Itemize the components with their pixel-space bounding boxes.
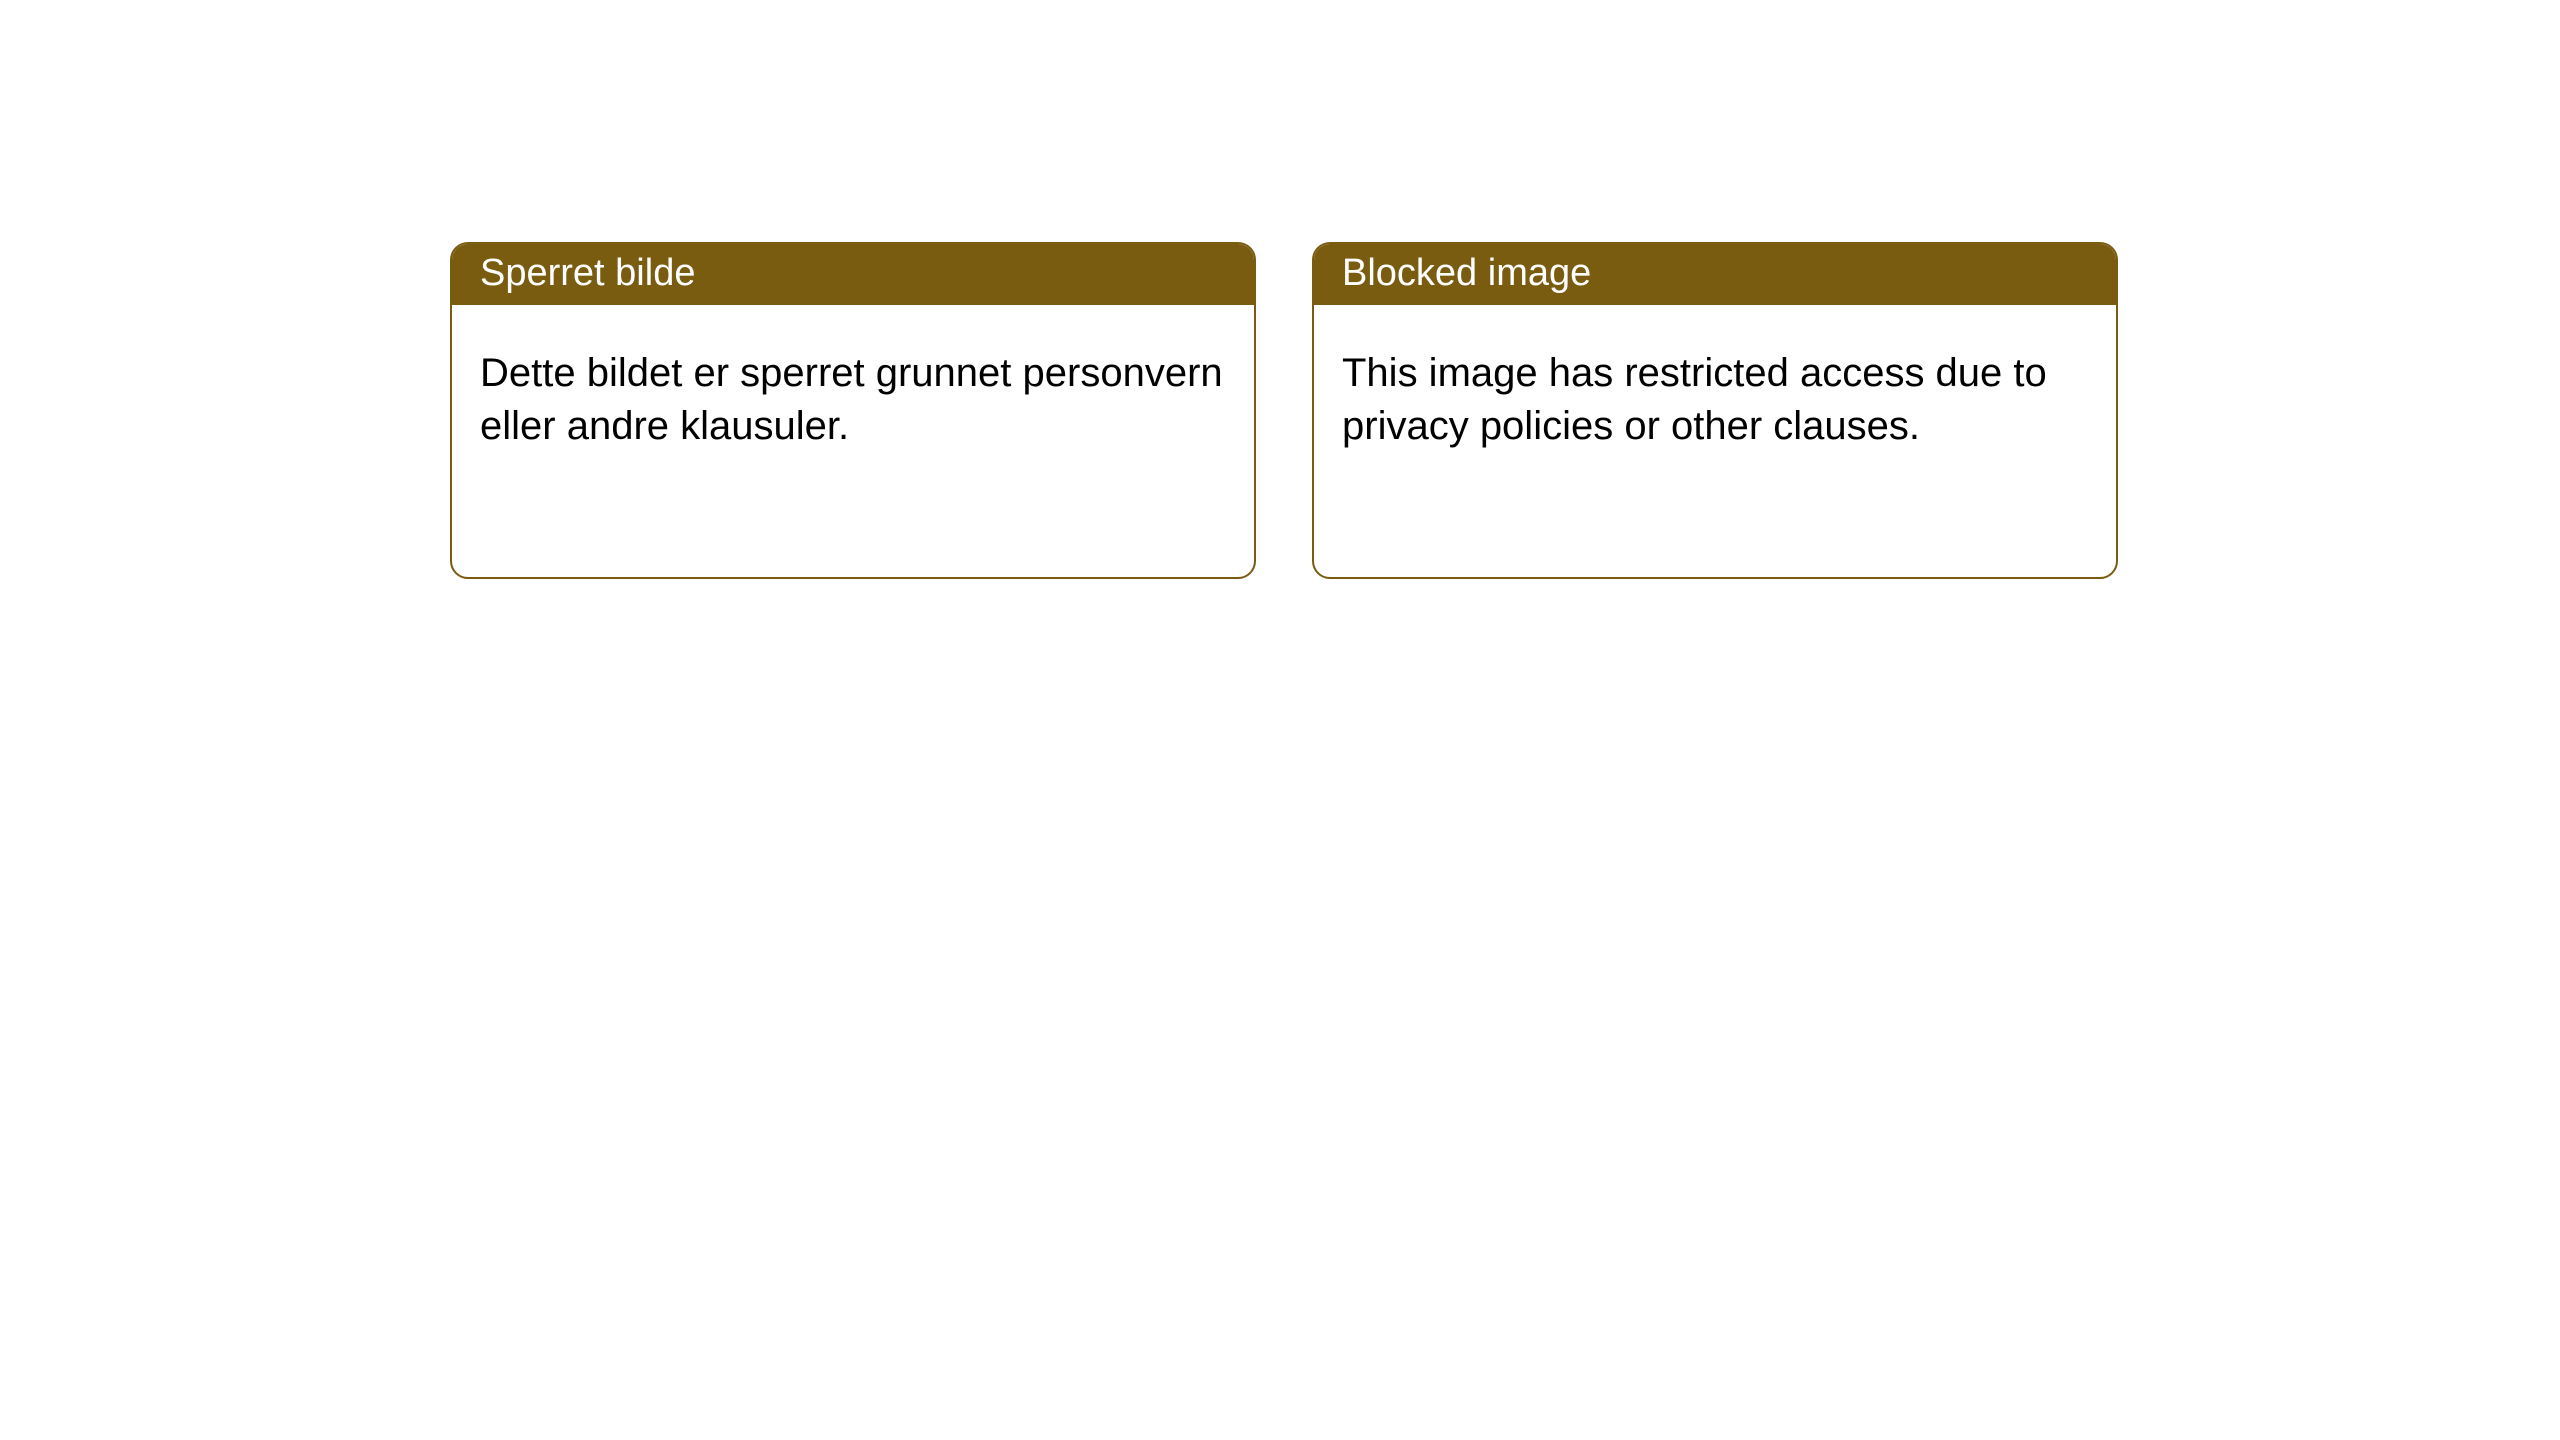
card-header-en: Blocked image xyxy=(1314,244,2116,305)
card-body-en: This image has restricted access due to … xyxy=(1314,305,2116,481)
card-body-no: Dette bildet er sperret grunnet personve… xyxy=(452,305,1254,481)
blocked-image-card-no: Sperret bilde Dette bildet er sperret gr… xyxy=(450,242,1256,579)
notice-container: Sperret bilde Dette bildet er sperret gr… xyxy=(0,0,2560,579)
card-header-no: Sperret bilde xyxy=(452,244,1254,305)
blocked-image-card-en: Blocked image This image has restricted … xyxy=(1312,242,2118,579)
